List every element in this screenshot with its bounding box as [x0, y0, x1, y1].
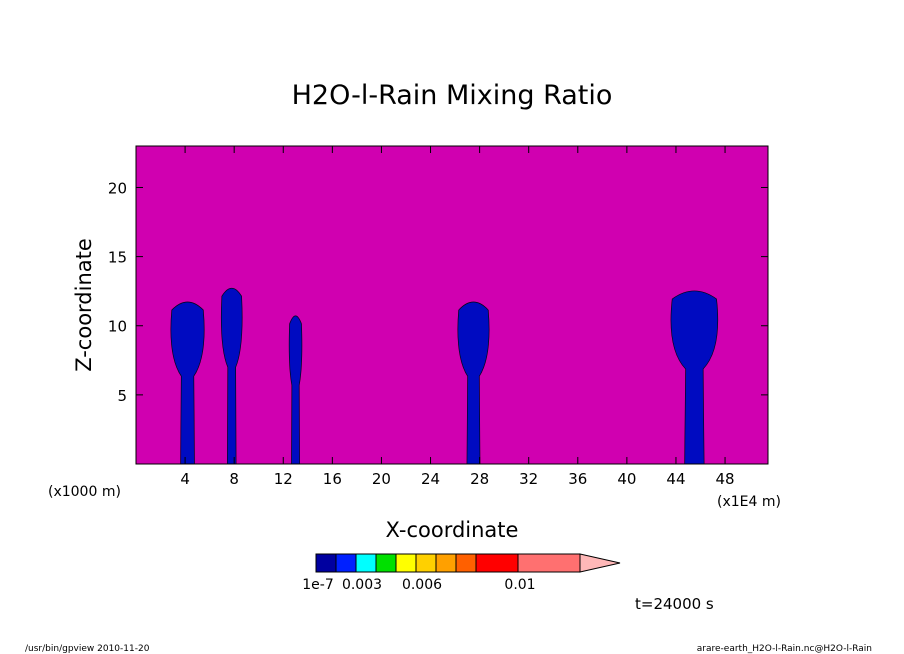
colorbar-label: 0.01 [504, 577, 535, 593]
cloud-cell-core [170, 302, 205, 464]
y-tick-label: 5 [117, 387, 127, 405]
footer-left: /usr/bin/gpview 2010-11-20 [25, 644, 150, 654]
x-ticks: 4 8 12 16 20 24 28 32 36 40 44 48 [180, 146, 735, 488]
plot-frame [135, 145, 769, 465]
colorbar-swatch [315, 553, 337, 573]
cloud-cell [457, 301, 490, 465]
colorbar-label: 1e-7 [302, 577, 333, 593]
cloud-cell-core [289, 315, 302, 464]
time-label: t=24000 s [635, 595, 714, 613]
x-tick-label: 44 [666, 470, 685, 488]
x-tick-label: 40 [617, 470, 636, 488]
cloud-cell [220, 287, 243, 465]
colorbar-swatch [435, 553, 457, 573]
chart-title: H2O-l-Rain Mixing Ratio [292, 80, 613, 111]
colorbar [315, 553, 621, 573]
colorbar-swatch [475, 553, 519, 573]
cloud-cell [170, 301, 205, 465]
footer-right: arare-earth_H2O-l-Rain.nc@H2O-l-Rain [697, 644, 872, 654]
colorbar-labels: 1e-7 0.003 0.006 0.01 [302, 577, 535, 593]
x-tick-label: 28 [470, 470, 489, 488]
y-tick-label: 20 [108, 179, 127, 197]
colorbar-arrow [579, 553, 621, 573]
x-tick-label: 24 [421, 470, 440, 488]
colorbar-swatch [395, 553, 417, 573]
colorbar-swatch [335, 553, 357, 573]
x-axis-label: X-coordinate [386, 518, 519, 542]
colorbar-swatch [355, 553, 377, 573]
x-tick-label: 32 [519, 470, 538, 488]
y-ticks: 5 10 15 20 [108, 179, 768, 405]
colorbar-label: 0.006 [402, 577, 442, 593]
y-tick-label: 10 [108, 318, 127, 336]
y-axis-label: Z-coordinate [72, 238, 96, 372]
x-tick-label: 8 [229, 470, 239, 488]
x-tick-label: 12 [274, 470, 293, 488]
colorbar-swatch [375, 553, 397, 573]
x-tick-label: 20 [372, 470, 391, 488]
cloud-cell-core [671, 291, 718, 464]
cloud-cell-core [221, 288, 243, 464]
x-tick-label: 16 [323, 470, 342, 488]
cloud-cell-core [457, 302, 490, 464]
x-unit-right: (x1E4 m) [717, 494, 781, 510]
cloud-cells [170, 287, 719, 465]
colorbar-swatch [415, 553, 437, 573]
x-unit-left: (x1000 m) [48, 484, 121, 500]
colorbar-swatch [455, 553, 477, 573]
colorbar-label: 0.003 [342, 577, 382, 593]
cloud-cell [288, 315, 303, 465]
colorbar-swatch [517, 553, 581, 573]
x-tick-label: 36 [568, 470, 587, 488]
cloud-cell [670, 290, 719, 465]
y-tick-label: 15 [108, 249, 127, 267]
x-tick-label: 4 [180, 470, 190, 488]
x-tick-label: 48 [716, 470, 735, 488]
